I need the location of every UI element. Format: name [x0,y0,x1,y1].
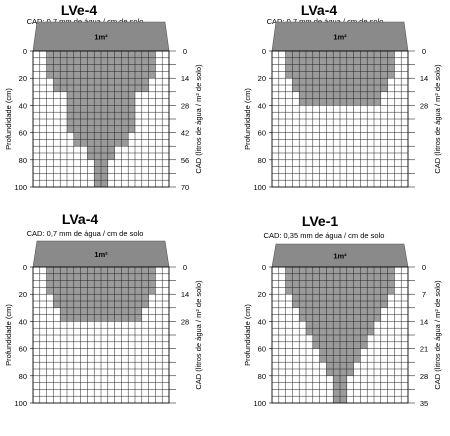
depth-tick-label: 40 [19,101,27,110]
panel-title: LVa-4 [62,211,99,227]
cad-axis-label: CAD (litros de água / m² de solo) [433,280,442,390]
panel-4: LVe-1 CAD: 0,35 mm de água / cm de solo 1m… [243,213,442,408]
cad-tick-label: 28 [420,101,428,110]
depth-tick-label: 20 [258,74,266,83]
depth-tick-label: 80 [19,372,27,381]
depth-tick-label: 60 [258,129,266,138]
depth-tick-label: 20 [19,74,27,83]
cad-tick-label: 14 [420,317,428,326]
area-label: 1m² [333,33,347,42]
cad-tick-label: 7 [422,290,426,299]
area-label: 1m² [94,33,108,42]
area-label: 1m² [94,250,108,259]
depth-tick-label: 80 [19,156,27,165]
depth-tick-label: 100 [14,399,27,408]
cad-tick-label: 35 [420,399,428,408]
panel-subtitle: CAD: 0,7 mm de água / cm de solo [27,229,144,238]
cad-axis-label: CAD (litros de água / m² de solo) [194,280,203,390]
depth-tick-label: 0 [23,47,27,56]
panel-subtitle: CAD: 0,7 mm de água / cm de solo [27,17,144,26]
depth-tick-label: 100 [14,183,27,192]
area-label: 1m² [333,252,347,261]
panel-title: LVe-1 [302,213,339,229]
panel-title: LVa-4 [301,2,338,18]
depth-tick-label: 100 [253,399,266,408]
cad-tick-label: 0 [183,47,187,56]
cad-tick-label: 0 [422,47,426,56]
cad-tick-label: 14 [181,290,189,299]
cad-tick-label: 56 [181,156,189,165]
cad-tick-label: 70 [181,183,189,192]
panel-subtitle: CAD: 0,7 mm de água / cm de solo [267,17,384,26]
cad-tick-label: 14 [420,74,428,83]
panel-subtitle: CAD: 0,35 mm de água / cm de solo [264,231,385,240]
depth-axis-label: Profundidade (cm) [243,304,252,366]
cad-tick-label: 42 [181,129,189,138]
cad-tick-label: 28 [181,101,189,110]
cad-tick-label: 0 [183,263,187,272]
cad-tick-label: 21 [420,345,428,354]
panel-3: LVa-4 CAD: 0,7 mm de água / cm de solo 1m²… [4,211,203,408]
depth-axis-label: Profundidade (cm) [243,88,252,150]
depth-tick-label: 100 [253,183,266,192]
cad-tick-label: 28 [181,317,189,326]
depth-tick-label: 0 [23,263,27,272]
depth-tick-label: 60 [19,345,27,354]
depth-tick-label: 80 [258,156,266,165]
depth-axis-label: Profundidade (cm) [4,88,13,150]
panel-title: LVe-4 [61,2,98,18]
depth-tick-label: 40 [258,317,266,326]
depth-tick-label: 40 [19,317,27,326]
cad-axis-label: CAD (litros de água / m² de solo) [194,64,203,174]
cad-tick-label: 14 [181,74,189,83]
cad-axis-label: CAD (litros de água / m² de solo) [433,64,442,174]
depth-tick-label: 60 [19,129,27,138]
depth-axis-label: Profundidade (cm) [4,304,13,366]
depth-tick-label: 20 [258,290,266,299]
depth-tick-label: 80 [258,372,266,381]
cad-tick-label: 28 [420,372,428,381]
depth-tick-label: 20 [19,290,27,299]
depth-tick-label: 0 [262,263,266,272]
depth-tick-label: 40 [258,101,266,110]
depth-tick-label: 0 [262,47,266,56]
cad-tick-label: 0 [422,263,426,272]
depth-tick-label: 60 [258,345,266,354]
